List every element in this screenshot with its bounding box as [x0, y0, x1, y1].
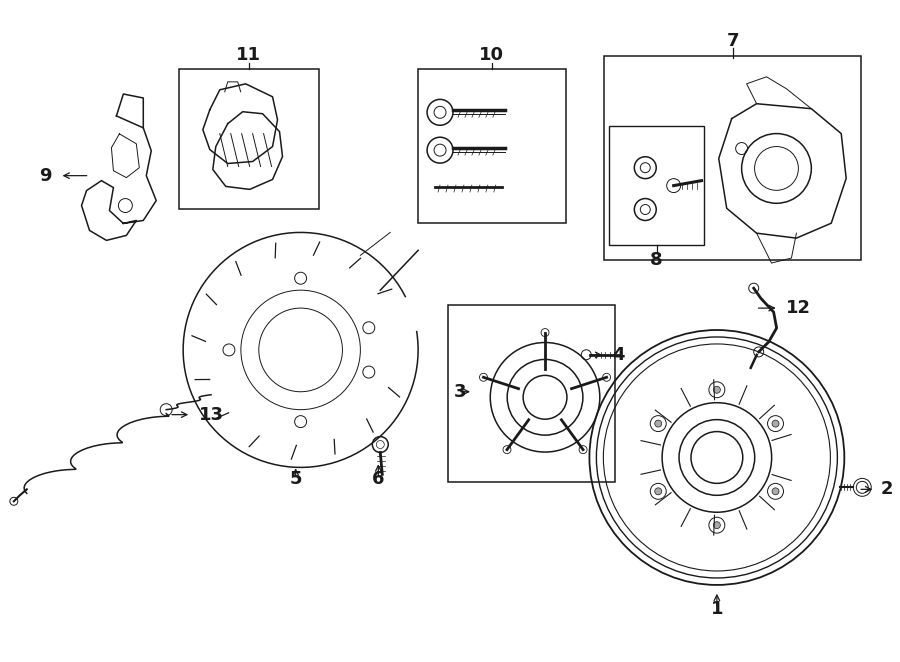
Circle shape [654, 488, 662, 495]
Bar [604, 56, 861, 260]
Bar [418, 69, 565, 224]
Text: 10: 10 [480, 46, 504, 64]
Text: 4: 4 [612, 346, 625, 364]
Text: 11: 11 [237, 46, 261, 64]
Text: 6: 6 [372, 471, 384, 489]
Text: 1: 1 [711, 600, 723, 618]
Circle shape [772, 420, 779, 427]
Text: 5: 5 [290, 471, 302, 489]
Text: 8: 8 [651, 252, 663, 269]
Circle shape [714, 386, 720, 393]
Circle shape [772, 488, 779, 495]
Text: 13: 13 [199, 406, 224, 424]
Text: 9: 9 [40, 167, 51, 185]
Bar [609, 126, 704, 246]
Bar [179, 69, 319, 209]
Circle shape [714, 522, 720, 529]
Bar [448, 305, 616, 483]
Text: 3: 3 [454, 383, 466, 401]
Circle shape [654, 420, 662, 427]
Text: 7: 7 [726, 32, 739, 50]
Text: 12: 12 [786, 299, 811, 317]
Text: 2: 2 [880, 481, 893, 498]
